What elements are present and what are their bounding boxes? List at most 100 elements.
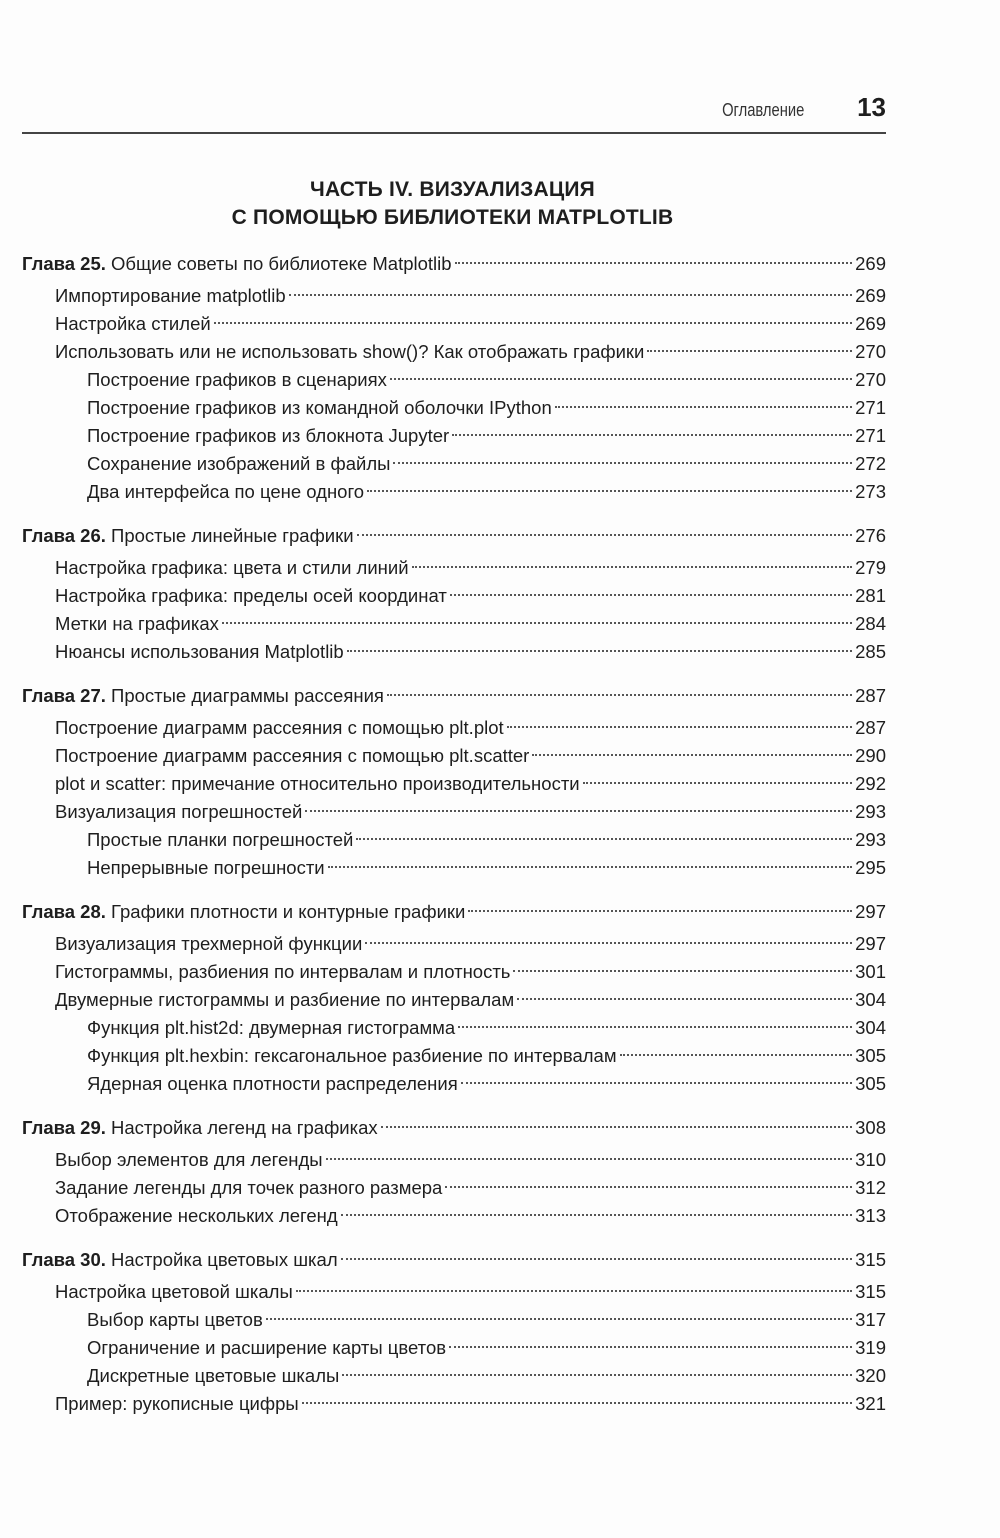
toc-entry-title: Гистограммы, разбиения по интервалам и п…: [55, 961, 511, 982]
chapter-number: Глава 29.: [22, 1117, 106, 1138]
page-number: 13: [857, 92, 886, 122]
toc-entry-title: Функция plt.hist2d: двумерная гистограмм…: [87, 1017, 456, 1038]
toc-chapter-heading[interactable]: Глава 28. Графики плотности и контурные …: [22, 898, 886, 930]
chapter-title: Простые линейные графики: [111, 525, 354, 546]
toc-chapter: Глава 28. Графики плотности и контурные …: [22, 898, 886, 1098]
toc-entry[interactable]: Построение графиков из блокнота Jupyter 2…: [22, 422, 886, 450]
toc-entry-title: Отображение нескольких легенд: [55, 1205, 338, 1226]
toc-entry[interactable]: Отображение нескольких легенд 313: [22, 1202, 886, 1230]
toc-entry-title: Настройка цветовой шкалы: [55, 1281, 293, 1302]
toc-entry[interactable]: Сохранение изображений в файлы 272: [22, 450, 886, 478]
toc-chapter-heading[interactable]: Глава 25. Общие советы по библиотеке Mat…: [22, 250, 886, 282]
toc-chapter-heading[interactable]: Глава 29. Настройка легенд на графиках 30…: [22, 1114, 886, 1146]
dot-leader: [367, 490, 853, 492]
toc-page-number: 284: [855, 613, 886, 634]
toc-page-number: 285: [855, 641, 886, 662]
dot-leader: [517, 998, 853, 1000]
toc-page-number: 320: [855, 1365, 886, 1386]
running-header-title: Оглавление: [721, 100, 804, 120]
dot-leader: [356, 838, 853, 840]
toc-page-number: 305: [855, 1045, 886, 1066]
toc-page-number: 287: [855, 717, 886, 738]
toc-chapter: Глава 29. Настройка легенд на графиках 30…: [22, 1114, 886, 1230]
chapter-title: Настройка легенд на графиках: [111, 1117, 378, 1138]
toc-entry-title: Визуализация погрешностей: [55, 801, 303, 822]
dot-leader: [458, 1026, 853, 1028]
dot-leader: [619, 1054, 853, 1056]
toc-entry[interactable]: Пример: рукописные цифры 321: [22, 1390, 886, 1418]
toc-entry-label: Глава 25. Общие советы по библиотеке Mat…: [22, 250, 452, 278]
toc-entry[interactable]: Построение графиков в сценариях 270: [22, 366, 886, 394]
toc-entry[interactable]: Два интерфейса по цене одного 273: [22, 478, 886, 506]
chapter-title: Общие советы по библиотеке Matplotlib: [111, 253, 452, 274]
toc-entry-title: Функция plt.hexbin: гексагональное разби…: [87, 1045, 617, 1066]
toc-entry[interactable]: Нюансы использования Matplotlib 285: [22, 638, 886, 666]
chapter-number: Глава 26.: [22, 525, 106, 546]
toc-entry[interactable]: Построение диаграмм рассеяния с помощью …: [22, 714, 886, 742]
dot-leader: [365, 942, 853, 944]
dot-leader: [265, 1318, 853, 1320]
toc-entry[interactable]: Гистограммы, разбиения по интервалам и п…: [22, 958, 886, 986]
toc-entry[interactable]: Функция plt.hist2d: двумерная гистограмм…: [22, 1014, 886, 1042]
dot-leader: [460, 1082, 853, 1084]
dot-leader: [340, 1258, 853, 1260]
toc-page-number: 281: [855, 585, 886, 606]
toc-entry[interactable]: Задание легенды для точек разного размер…: [22, 1174, 886, 1202]
toc-entry[interactable]: plot и scatter: примечание относительно …: [22, 770, 886, 798]
toc-entry-title: Непрерывные погрешности: [87, 857, 325, 878]
toc-entry-label: Глава 30. Настройка цветовых шкал: [22, 1246, 338, 1274]
chapter-title: Настройка цветовых шкал: [111, 1249, 338, 1270]
toc-entry[interactable]: Построение диаграмм рассеяния с помощью …: [22, 742, 886, 770]
toc-page-number: 292: [855, 773, 886, 794]
toc-entry[interactable]: Функция plt.hexbin: гексагональное разби…: [22, 1042, 886, 1070]
toc-chapter-heading[interactable]: Глава 26. Простые линейные графики 276: [22, 522, 886, 554]
toc-chapter: Глава 30. Настройка цветовых шкал 315 Наст…: [22, 1246, 886, 1418]
toc-entry-title: Импортирование matplotlib: [55, 285, 286, 306]
toc-entry[interactable]: Настройка цветовой шкалы 315: [22, 1278, 886, 1306]
table-of-contents: Глава 25. Общие советы по библиотеке Mat…: [22, 250, 886, 1434]
dot-leader: [342, 1374, 853, 1376]
toc-entry[interactable]: Настройка графика: пределы осей координа…: [22, 582, 886, 610]
toc-entry[interactable]: Непрерывные погрешности 295: [22, 854, 886, 882]
toc-entry[interactable]: Настройка стилей 269: [22, 310, 886, 338]
toc-entry[interactable]: Дискретные цветовые шкалы 320: [22, 1362, 886, 1390]
part-title-line-1: ЧАСТЬ IV. ВИЗУАЛИЗАЦИЯ: [310, 178, 595, 201]
toc-entry-title: Простые планки погрешностей: [87, 829, 354, 850]
toc-entry[interactable]: Метки на графиках 284: [22, 610, 886, 638]
toc-page-number: 279: [855, 557, 886, 578]
part-title: ЧАСТЬ IV. ВИЗУАЛИЗАЦИЯ С ПОМОЩЬЮ БИБЛИОТ…: [0, 176, 905, 232]
toc-entry[interactable]: Импортирование matplotlib 269: [22, 282, 886, 310]
toc-entry[interactable]: Ограничение и расширение карты цветов 319: [22, 1334, 886, 1362]
toc-page-number: 287: [855, 685, 886, 706]
toc-chapter-heading[interactable]: Глава 30. Настройка цветовых шкал 315: [22, 1246, 886, 1278]
dot-leader: [411, 566, 853, 568]
toc-entry-title: Ядерная оценка плотности распределения: [87, 1073, 458, 1094]
dot-leader: [468, 910, 853, 912]
toc-entry[interactable]: Визуализация погрешностей 293: [22, 798, 886, 826]
toc-entry-title: Нюансы использования Matplotlib: [55, 641, 344, 662]
toc-page-number: 297: [855, 901, 886, 922]
toc-entry-label: Глава 29. Настройка легенд на графиках: [22, 1114, 378, 1142]
toc-entry[interactable]: Настройка графика: цвета и стили линий 27…: [22, 554, 886, 582]
toc-entry[interactable]: Простые планки погрешностей 293: [22, 826, 886, 854]
dot-leader: [506, 726, 853, 728]
toc-entry[interactable]: Выбор элементов для легенды 310: [22, 1146, 886, 1174]
dot-leader: [288, 294, 853, 296]
toc-entry-title: Выбор элементов для легенды: [55, 1149, 323, 1170]
toc-page-number: 310: [855, 1149, 886, 1170]
chapter-number: Глава 30.: [22, 1249, 106, 1270]
toc-entry[interactable]: Двумерные гистограммы и разбиение по инт…: [22, 986, 886, 1014]
toc-entry-title: Настройка графика: цвета и стили линий: [55, 557, 409, 578]
chapter-number: Глава 25.: [22, 253, 106, 274]
toc-page-number: 297: [855, 933, 886, 954]
toc-entry[interactable]: Визуализация трехмерной функции 297: [22, 930, 886, 958]
toc-entry[interactable]: Использовать или не использовать show()?…: [22, 338, 886, 366]
chapter-title: Простые диаграммы рассеяния: [111, 685, 384, 706]
toc-entry[interactable]: Выбор карты цветов 317: [22, 1306, 886, 1334]
dot-leader: [340, 1214, 853, 1216]
toc-entry[interactable]: Ядерная оценка плотности распределения 30…: [22, 1070, 886, 1098]
toc-entry-title: Построение графиков из командной оболочк…: [87, 397, 552, 418]
toc-page-number: 312: [855, 1177, 886, 1198]
toc-chapter-heading[interactable]: Глава 27. Простые диаграммы рассеяния 287: [22, 682, 886, 714]
toc-entry[interactable]: Построение графиков из командной оболочк…: [22, 394, 886, 422]
